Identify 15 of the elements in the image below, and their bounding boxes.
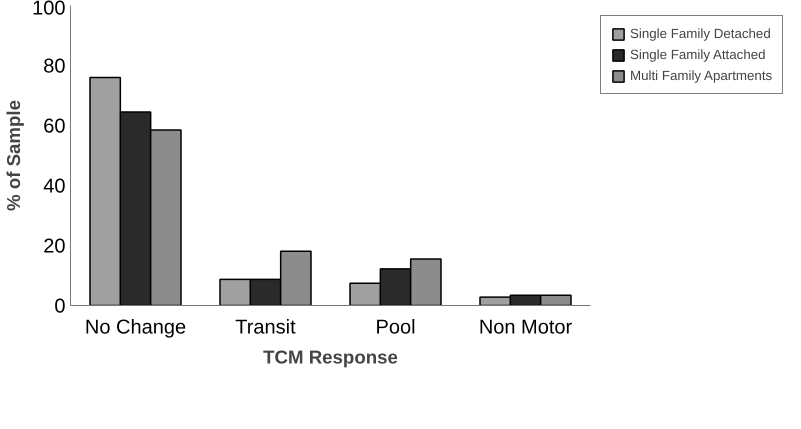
y-tick-label: 20 bbox=[43, 236, 66, 258]
x-axis-title: TCM Response bbox=[263, 346, 398, 368]
legend-label: Single Family Attached bbox=[630, 47, 766, 62]
x-tick-label: Non Motor bbox=[478, 316, 573, 338]
y-tick-label: 40 bbox=[43, 176, 66, 198]
x-tick-label: Pool bbox=[375, 316, 416, 338]
x-tick-label: No Change bbox=[84, 316, 186, 338]
x-tick-label: Transit bbox=[235, 316, 296, 338]
y-tick-label: 100 bbox=[32, 0, 66, 20]
y-tick-label: 80 bbox=[43, 56, 66, 78]
legend-label: Single Family Detached bbox=[630, 26, 771, 41]
y-tick-label: 60 bbox=[43, 116, 66, 138]
y-axis-title: % of Sample bbox=[3, 100, 24, 211]
y-tick-label: 0 bbox=[54, 296, 66, 318]
legend-label: Multi Family Apartments bbox=[630, 68, 772, 83]
